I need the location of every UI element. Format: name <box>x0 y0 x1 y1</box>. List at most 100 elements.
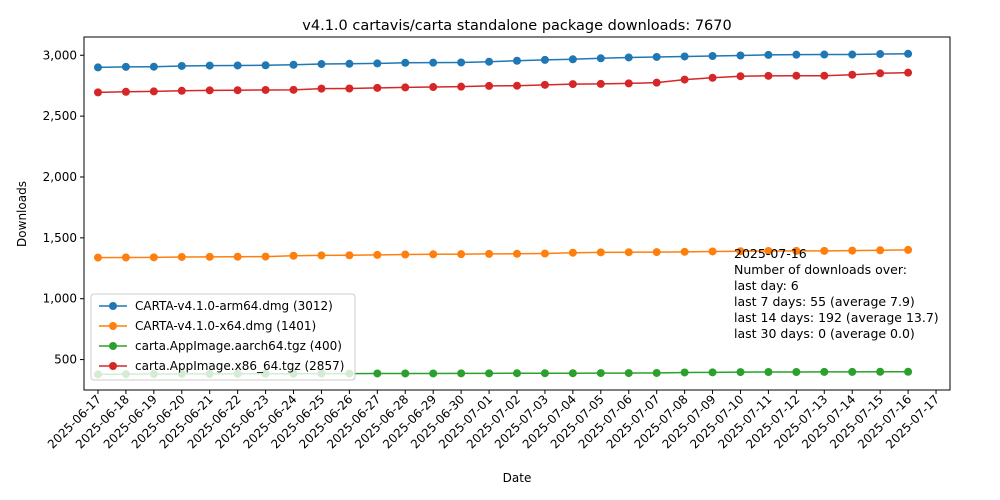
series-line <box>97 71 909 94</box>
y-tick-label: 3,000 <box>43 48 77 62</box>
data-point <box>736 247 745 256</box>
data-point <box>513 369 521 378</box>
data-point <box>708 247 717 256</box>
data-point <box>457 250 466 259</box>
y-tick-label: 1,500 <box>43 231 77 245</box>
data-point <box>820 246 829 255</box>
series-0 <box>93 49 913 72</box>
data-point <box>121 87 130 96</box>
data-point <box>429 83 438 92</box>
data-point <box>345 84 354 93</box>
data-point <box>624 248 633 257</box>
data-point <box>345 59 354 68</box>
data-point <box>848 50 857 59</box>
data-point <box>680 52 689 61</box>
data-point <box>457 58 466 67</box>
series-line <box>97 249 909 259</box>
data-point <box>764 246 773 255</box>
data-point <box>373 369 382 378</box>
data-point <box>876 367 885 376</box>
data-point <box>736 368 745 377</box>
data-point <box>205 61 214 70</box>
data-point <box>568 55 577 64</box>
data-point <box>904 245 913 254</box>
data-point <box>596 79 605 88</box>
series-line <box>97 53 909 69</box>
y-tick-label: 2,000 <box>43 170 77 184</box>
data-point <box>904 49 913 58</box>
data-point <box>373 83 382 92</box>
data-point <box>652 78 661 87</box>
data-point <box>485 369 494 378</box>
data-point <box>261 61 270 70</box>
data-point <box>401 369 410 378</box>
data-point <box>289 251 298 260</box>
data-point <box>317 60 326 69</box>
data-point <box>876 50 885 59</box>
data-point <box>485 81 494 90</box>
x-axis-title: Date <box>503 471 532 485</box>
data-point <box>624 53 633 62</box>
data-point <box>540 80 549 89</box>
data-point <box>345 251 354 260</box>
y-tick-label: 2,500 <box>43 109 77 123</box>
series-3 <box>93 68 913 97</box>
data-point <box>261 85 270 94</box>
data-point <box>596 248 605 257</box>
data-point <box>513 81 521 90</box>
y-tick-label: 500 <box>54 353 77 367</box>
data-point <box>876 246 885 255</box>
y-axis-title: Downloads <box>15 181 29 247</box>
data-point <box>820 367 829 376</box>
data-point <box>652 368 661 377</box>
data-point <box>848 246 857 255</box>
data-point <box>568 248 577 257</box>
annotation-line: Number of downloads over: <box>734 262 907 277</box>
data-point <box>848 367 857 376</box>
data-point <box>708 51 717 60</box>
legend-label: carta.AppImage.aarch64.tgz (400) <box>135 339 342 353</box>
data-point <box>904 367 913 376</box>
data-point <box>596 369 605 378</box>
data-point <box>736 72 745 81</box>
data-point <box>485 249 494 258</box>
legend-marker <box>109 362 117 370</box>
data-point <box>121 62 130 71</box>
data-point <box>848 70 857 79</box>
data-point <box>177 252 186 261</box>
legend-entry: CARTA-v4.1.0-arm64.dmg (3012) <box>99 299 333 313</box>
annotation-line: last 14 days: 192 (average 13.7) <box>734 310 939 325</box>
data-point <box>792 367 801 376</box>
data-point <box>93 63 102 72</box>
data-point <box>401 83 410 92</box>
data-point <box>876 69 885 78</box>
data-point <box>373 250 382 259</box>
legend: CARTA-v4.1.0-arm64.dmg (3012) CARTA-v4.1.… <box>90 293 356 381</box>
chart-title: v4.1.0 cartavis/carta standalone package… <box>302 18 731 34</box>
data-point <box>121 253 130 262</box>
data-point <box>233 86 242 95</box>
x-axis: 2025-06-172025-06-182025-06-192025-06-20… <box>45 390 942 451</box>
data-point <box>652 52 661 61</box>
data-point <box>93 88 102 97</box>
data-point <box>680 247 689 256</box>
data-point <box>289 60 298 69</box>
data-point <box>568 369 577 378</box>
data-point <box>177 61 186 70</box>
data-point <box>429 250 438 259</box>
data-point <box>233 61 242 70</box>
legend-entry: CARTA-v4.1.0-x64.dmg (1401) <box>99 319 316 333</box>
data-point <box>373 59 382 68</box>
data-point <box>205 252 214 261</box>
data-point <box>429 369 438 378</box>
legend-entry: carta.AppImage.x86_64.tgz (2857) <box>99 359 344 373</box>
data-point <box>401 58 410 67</box>
data-point <box>736 51 745 60</box>
data-point <box>149 62 158 71</box>
data-point <box>149 87 158 96</box>
annotation-line: last day: 6 <box>734 278 799 293</box>
data-point <box>540 369 549 378</box>
legend-label: CARTA-v4.1.0-x64.dmg (1401) <box>135 319 316 333</box>
